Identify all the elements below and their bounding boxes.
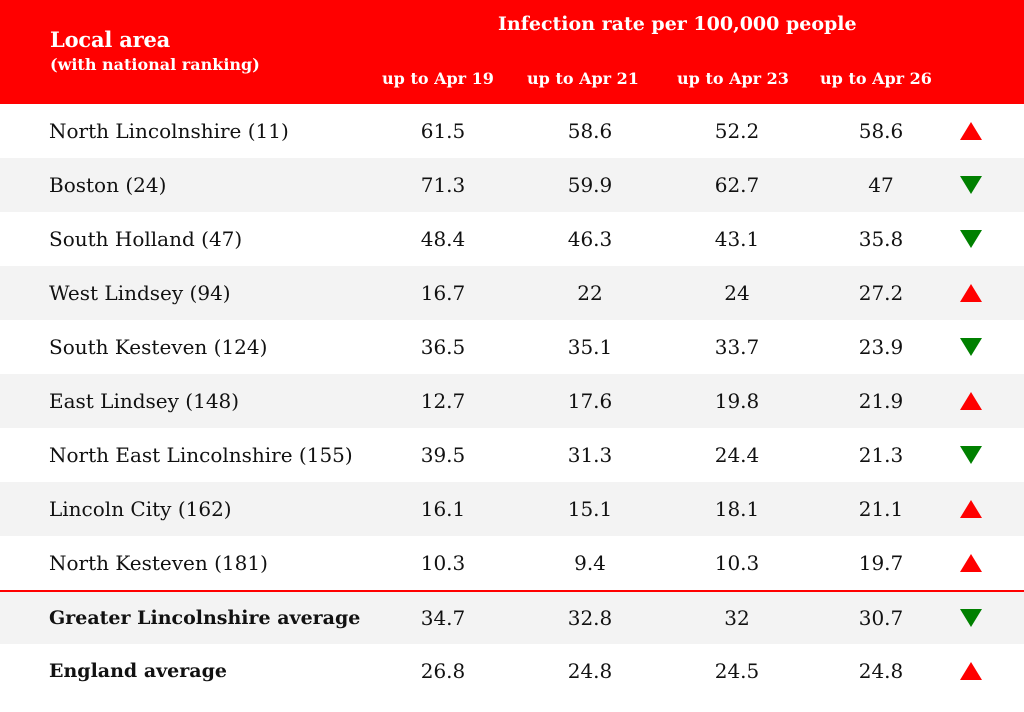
rate-value: 71.3	[420, 173, 466, 197]
trend-up-icon	[960, 500, 982, 518]
rate-value: 36.5	[420, 335, 466, 359]
trend-down-icon	[960, 609, 982, 627]
area-name: East Lindsey (148)	[49, 389, 240, 413]
rate-value: 32	[724, 606, 750, 630]
rate-value: 39.5	[420, 443, 466, 467]
rate-value: 59.9	[567, 173, 613, 197]
summary-row: Greater Lincolnshire average 34.7 32.8 32 30…	[0, 590, 1024, 644]
rate-value: 24	[724, 281, 750, 305]
rate-group-title: Infection rate per 100,000 people	[498, 13, 857, 35]
rate-value: 12.7	[420, 389, 466, 413]
rate-value: 22	[577, 281, 603, 305]
rate-value: 58.6	[567, 119, 613, 143]
rate-value: 30.7	[858, 606, 904, 630]
trend-up-icon	[960, 662, 982, 680]
area-column-subtitle: (with national ranking)	[50, 55, 260, 74]
rate-value: 10.3	[420, 551, 466, 575]
area-column-title: Local area	[50, 27, 171, 52]
rate-value: 23.9	[858, 335, 904, 359]
rate-value: 34.7	[420, 606, 466, 630]
area-name: North Kesteven (181)	[49, 551, 268, 575]
trend-down-icon	[960, 176, 982, 194]
trend-down-icon	[960, 230, 982, 248]
area-name: South Kesteven (124)	[49, 335, 268, 359]
trend-down-icon	[960, 446, 982, 464]
rate-value: 24.5	[714, 659, 760, 683]
rate-value: 24.8	[567, 659, 613, 683]
rate-value: 48.4	[420, 227, 466, 251]
rate-value: 46.3	[567, 227, 613, 251]
rate-value: 19.8	[714, 389, 760, 413]
table-row: Lincoln City (162) 16.1 15.1 18.1 21.1	[0, 482, 1024, 536]
rate-value: 27.2	[858, 281, 904, 305]
column-header-apr-19: up to Apr 19	[382, 69, 494, 88]
trend-down-icon	[960, 338, 982, 356]
rate-value: 15.1	[567, 497, 613, 521]
rate-value: 21.9	[858, 389, 904, 413]
rate-value: 31.3	[567, 443, 613, 467]
rate-value: 62.7	[714, 173, 760, 197]
column-header-apr-26: up to Apr 26	[820, 69, 932, 88]
table-row: East Lindsey (148) 12.7 17.6 19.8 21.9	[0, 374, 1024, 428]
area-name: Lincoln City (162)	[49, 497, 232, 521]
area-name: North East Lincolnshire (155)	[49, 443, 353, 467]
table-row: North East Lincolnshire (155) 39.5 31.3 24.…	[0, 428, 1024, 482]
area-name: North Lincolnshire (11)	[49, 119, 289, 143]
rate-value: 21.1	[858, 497, 904, 521]
rate-value: 33.7	[714, 335, 760, 359]
column-header-apr-21: up to Apr 21	[527, 69, 639, 88]
area-name: West Lindsey (94)	[49, 281, 231, 305]
rate-value: 24.8	[858, 659, 904, 683]
table-row: South Kesteven (124) 36.5 35.1 33.7 23.9	[0, 320, 1024, 374]
area-name: South Holland (47)	[49, 227, 243, 251]
rate-value: 43.1	[714, 227, 760, 251]
rate-value: 35.1	[567, 335, 613, 359]
rate-value: 24.4	[714, 443, 760, 467]
summary-row: England average 26.8 24.8 24.5 24.8	[0, 644, 1024, 698]
table-row: West Lindsey (94) 16.7 22 24 27.2	[0, 266, 1024, 320]
rate-value: 47	[868, 173, 894, 197]
trend-up-icon	[960, 122, 982, 140]
table-row: South Holland (47) 48.4 46.3 43.1 35.8	[0, 212, 1024, 266]
table-header: Local area (with national ranking) Infec…	[0, 0, 1024, 104]
rate-value: 18.1	[714, 497, 760, 521]
rate-value: 35.8	[858, 227, 904, 251]
rate-value: 16.1	[420, 497, 466, 521]
trend-up-icon	[960, 554, 982, 572]
column-header-apr-23: up to Apr 23	[677, 69, 789, 88]
rate-value: 17.6	[567, 389, 613, 413]
rate-value: 52.2	[714, 119, 760, 143]
rate-value: 61.5	[420, 119, 466, 143]
table-body: North Lincolnshire (11) 61.5 58.6 52.2 58.6 B…	[0, 104, 1024, 698]
area-name: Greater Lincolnshire average	[49, 607, 361, 629]
area-name: Boston (24)	[49, 173, 167, 197]
trend-up-icon	[960, 392, 982, 410]
rate-value: 26.8	[420, 659, 466, 683]
table-row: Boston (24) 71.3 59.9 62.7 47	[0, 158, 1024, 212]
rate-value: 16.7	[420, 281, 466, 305]
trend-up-icon	[960, 284, 982, 302]
rate-value: 32.8	[567, 606, 613, 630]
rate-value: 9.4	[574, 551, 606, 575]
rate-value: 21.3	[858, 443, 904, 467]
rate-value: 19.7	[858, 551, 904, 575]
table-row: North Lincolnshire (11) 61.5 58.6 52.2 58.6	[0, 104, 1024, 158]
rate-value: 58.6	[858, 119, 904, 143]
rate-value: 10.3	[714, 551, 760, 575]
area-name: England average	[49, 660, 227, 682]
table-row: North Kesteven (181) 10.3 9.4 10.3 19.7	[0, 536, 1024, 590]
